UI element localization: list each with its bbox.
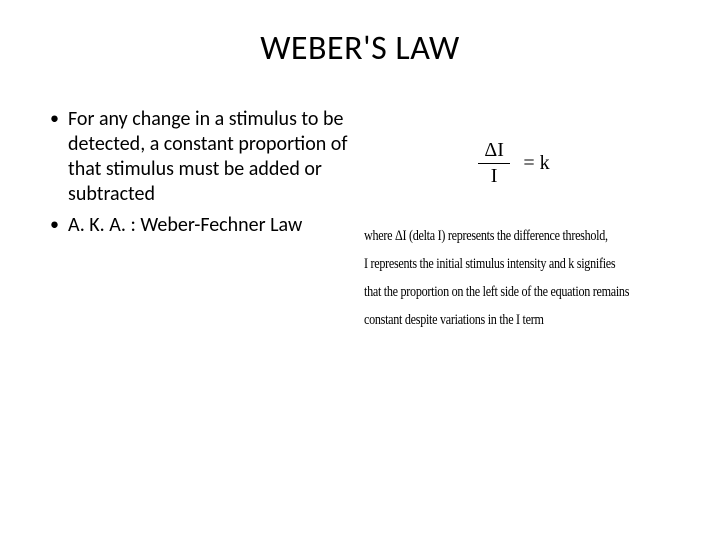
equals-sign: =: [523, 152, 534, 174]
explanation-line: where ΔI (delta I) represents the differ…: [364, 222, 664, 250]
rhs-value: k: [540, 152, 550, 174]
explanation-line: constant despite variations in the I ter…: [364, 306, 664, 334]
slide: WEBER'S LAW For any change in a stimulus…: [0, 0, 720, 540]
right-column: ΔI I = k where ΔI (delta I) represents t…: [364, 107, 664, 334]
denominator: I: [478, 164, 510, 188]
explanation-line: that the proportion on the left side of …: [364, 278, 664, 306]
fraction: ΔI I: [478, 139, 510, 188]
equation-explanation: where ΔI (delta I) represents the differ…: [364, 222, 664, 334]
slide-title: WEBER'S LAW: [48, 28, 672, 69]
equation-rhs: = k: [523, 152, 549, 175]
explanation-line: I represents the initial stimulus intens…: [364, 250, 664, 278]
left-column: For any change in a stimulus to be detec…: [48, 107, 348, 334]
numerator: ΔI: [478, 139, 510, 164]
bullet-item: A. K. A. : Weber-Fechner Law: [48, 213, 348, 238]
equation: ΔI I = k: [364, 139, 664, 188]
content-area: For any change in a stimulus to be detec…: [48, 107, 672, 334]
bullet-item: For any change in a stimulus to be detec…: [48, 107, 348, 207]
bullet-list: For any change in a stimulus to be detec…: [48, 107, 348, 238]
